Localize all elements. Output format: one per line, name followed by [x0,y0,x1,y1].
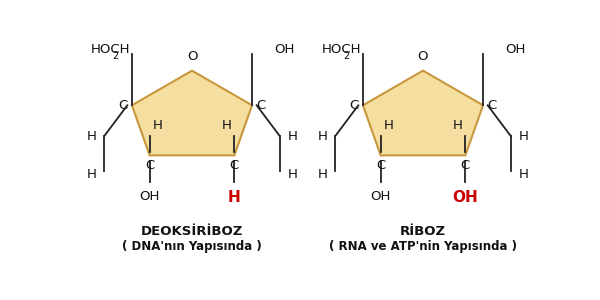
Text: H: H [152,119,162,132]
Text: O: O [418,50,428,63]
Text: H: H [518,168,529,181]
Text: C: C [257,99,266,112]
Text: ( DNA'nın Yapısında ): ( DNA'nın Yapısında ) [122,240,262,253]
Text: HOCH: HOCH [91,44,130,56]
Text: C: C [230,159,239,172]
Text: 2: 2 [112,51,119,61]
Text: DEOKSİRİBOZ: DEOKSİRİBOZ [141,225,243,238]
Text: H: H [383,119,393,132]
Text: RİBOZ: RİBOZ [400,225,446,238]
Text: C: C [145,159,154,172]
Text: ( RNA ve ATP'nin Yapısında ): ( RNA ve ATP'nin Yapısında ) [329,240,517,253]
Polygon shape [132,70,252,155]
Text: C: C [376,159,385,172]
Text: H: H [317,130,328,142]
Text: H: H [317,168,328,181]
Text: H: H [287,130,298,142]
Text: H: H [86,168,97,181]
Text: OH: OH [139,190,160,203]
Polygon shape [363,70,483,155]
Text: C: C [349,99,358,112]
Text: H: H [86,130,97,142]
Text: H: H [222,119,232,132]
Text: H: H [287,168,298,181]
Text: OH: OH [505,44,526,56]
Text: OH: OH [274,44,295,56]
Text: C: C [488,99,497,112]
Text: OH: OH [370,190,391,203]
Text: C: C [118,99,127,112]
Text: H: H [518,130,529,142]
Text: HOCH: HOCH [322,44,361,56]
Text: H: H [453,119,463,132]
Text: O: O [187,50,197,63]
Text: C: C [461,159,470,172]
Text: OH: OH [452,190,478,205]
Text: H: H [228,190,241,205]
Text: 2: 2 [343,51,350,61]
